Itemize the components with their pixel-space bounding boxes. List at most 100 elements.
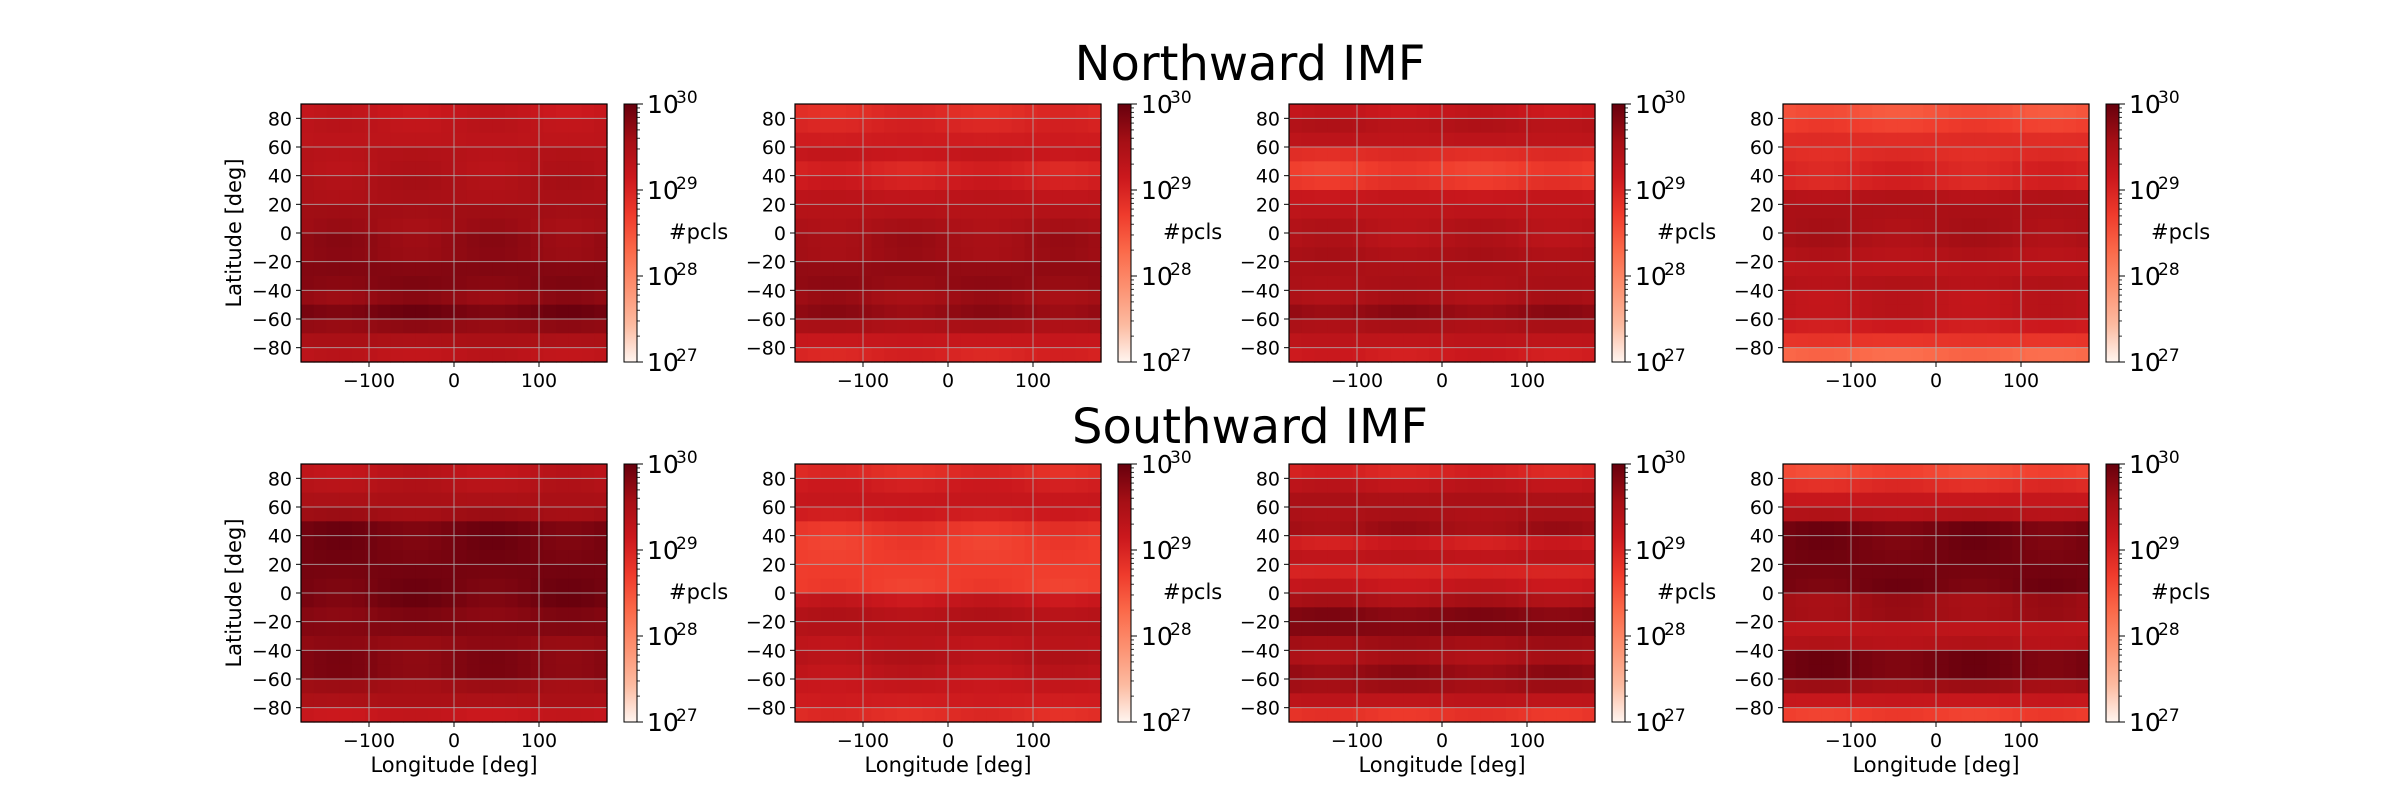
heatmap-cell — [454, 593, 468, 608]
heatmap-cell — [1846, 507, 1861, 522]
heatmap-cell — [1416, 621, 1430, 637]
heatmap-cell — [1403, 276, 1418, 291]
heatmap-cell — [833, 621, 847, 637]
heatmap-cell — [1556, 593, 1571, 608]
heatmap-cell — [986, 304, 1000, 320]
heatmap-cell — [505, 218, 519, 234]
heatmap-cell — [1569, 679, 1583, 694]
heatmap-cell — [479, 261, 493, 277]
heatmap-cell — [1987, 535, 2001, 551]
heatmap-cell — [871, 175, 885, 191]
heatmap-cell — [466, 333, 481, 349]
heatmap-cell — [1795, 161, 1810, 177]
heatmap-cell — [948, 304, 962, 320]
heatmap-cell — [581, 347, 595, 363]
colorbar-tick-exponent: 28 — [1664, 260, 1686, 280]
colorbar-tick-label: 10 — [1635, 176, 1667, 205]
heatmap-cell — [1493, 304, 1507, 320]
heatmap-cell — [1961, 593, 1975, 608]
heatmap-cell — [1518, 550, 1532, 565]
heatmap-cell — [1936, 507, 1950, 522]
heatmap-cell — [301, 247, 315, 263]
heatmap-cell — [1544, 550, 1558, 565]
heatmap-cell — [415, 607, 430, 623]
heatmap-cell — [568, 304, 583, 320]
heatmap-cell — [428, 593, 442, 608]
heatmap-cell — [858, 535, 873, 551]
heatmap-cell — [2076, 693, 2090, 709]
heatmap-cell — [1403, 621, 1418, 637]
heatmap-cell — [390, 507, 404, 522]
heatmap-cell — [492, 233, 506, 248]
heatmap-cell — [1352, 707, 1367, 723]
heatmap-cell — [2063, 492, 2077, 508]
x-tick-label: 0 — [1930, 730, 1942, 752]
heatmap-cell — [1846, 147, 1861, 162]
heatmap-cell — [1846, 535, 1861, 551]
heatmap-cell — [403, 636, 417, 651]
heatmap-cell — [1314, 319, 1328, 334]
heatmap-cell — [897, 161, 911, 177]
heatmap-cell — [543, 492, 557, 508]
heatmap-cell — [1442, 564, 1456, 580]
heatmap-cell — [1923, 464, 1937, 479]
heatmap-cell — [1556, 492, 1571, 508]
heatmap-cell — [986, 521, 1000, 537]
heatmap-cell — [999, 104, 1013, 119]
heatmap-cell — [922, 521, 936, 537]
heatmap-cell — [1062, 304, 1077, 320]
heatmap-cell — [1037, 218, 1051, 234]
heatmap-cell — [1999, 593, 2014, 608]
heatmap-cell — [1505, 204, 1520, 220]
y-tick-label: −40 — [746, 640, 786, 662]
heatmap-cell — [1846, 276, 1861, 291]
heatmap-cell — [897, 319, 911, 334]
heatmap-cell — [581, 593, 595, 608]
heatmap-cell — [1885, 550, 1899, 565]
heatmap-cell — [1999, 233, 2014, 248]
heatmap-cell — [1834, 550, 1848, 565]
heatmap-cell — [999, 636, 1013, 651]
heatmap-cell — [1974, 118, 1988, 134]
heatmap-cell — [999, 204, 1013, 220]
heatmap-cell — [1910, 333, 1924, 349]
heatmap-cell — [568, 507, 583, 522]
heatmap-cell — [1518, 593, 1532, 608]
heatmap-cell — [492, 464, 506, 479]
heatmap-cell — [897, 564, 911, 580]
heatmap-cell — [1340, 535, 1354, 551]
heatmap-cell — [1037, 621, 1051, 637]
heatmap-cell — [492, 104, 506, 119]
x-tick-label: −100 — [343, 370, 395, 392]
heatmap-cell — [1834, 707, 1848, 723]
heatmap-cell — [884, 607, 898, 623]
heatmap-cell — [1378, 218, 1392, 234]
heatmap-cell — [1505, 679, 1520, 694]
heatmap-cell — [517, 118, 532, 134]
heatmap-cell — [2038, 636, 2052, 651]
heatmap-cell — [505, 333, 519, 349]
heatmap-cell — [415, 118, 430, 134]
heatmap-cell — [1365, 304, 1379, 320]
heatmap-cell — [428, 478, 442, 494]
heatmap-cell — [1872, 132, 1886, 148]
heatmap-cell — [1454, 319, 1469, 334]
heatmap-cell — [326, 319, 340, 334]
heatmap-cell — [415, 664, 430, 680]
heatmap-cell — [1050, 147, 1064, 162]
heatmap-cell — [986, 535, 1000, 551]
heatmap-cell — [807, 104, 822, 119]
heatmap-cell — [403, 304, 417, 320]
heatmap-cell — [1544, 636, 1558, 651]
heatmap-cell — [505, 578, 519, 594]
heatmap-cell — [1846, 464, 1861, 479]
heatmap-cell — [1582, 347, 1596, 363]
heatmap-cell — [1467, 478, 1481, 494]
heatmap-cell — [1948, 693, 1963, 709]
heatmap-cell — [339, 204, 353, 220]
y-tick-label: −60 — [746, 309, 786, 331]
heatmap-cell — [897, 104, 911, 119]
heatmap-cell — [1897, 118, 1912, 134]
heatmap-cell — [922, 707, 936, 723]
heatmap-cell — [909, 218, 924, 234]
